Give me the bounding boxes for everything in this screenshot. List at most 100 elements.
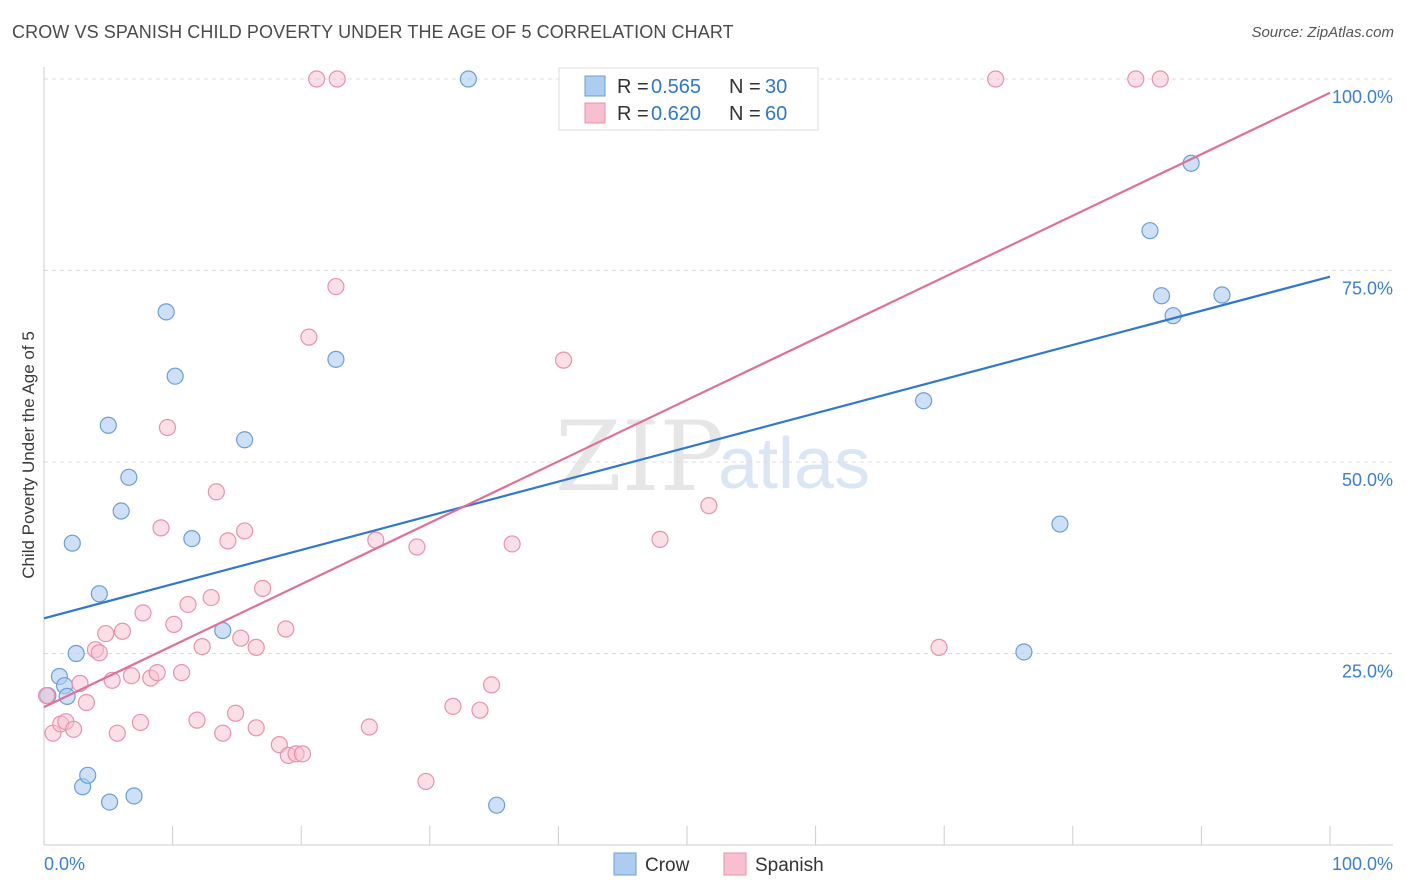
crow-point-4 [63,534,81,552]
spanish-point-22 [179,595,197,614]
spanish-point-23 [188,711,206,729]
axes [43,67,1393,846]
spanish-point-6 [77,693,96,712]
x-tick-labels: 0.0% 100.0% [44,854,1393,874]
series-legend: Crow Spanish [613,852,824,876]
spanish-point-15 [134,604,152,622]
crow-point-10 [100,793,119,811]
stats-legend-n-label-crow: N = [729,76,761,98]
crow-point-11 [112,502,130,520]
spanish-point-8 [90,644,108,662]
x-tick-label-min: 0.0% [44,854,85,874]
stats-legend-swatch-crow [584,75,606,97]
spanish-point-57 [987,70,1005,88]
spanish-point-59 [1151,70,1169,88]
crow-point-12 [120,468,138,486]
stats-legend-r-value-spanish: 0.620 [651,103,701,125]
crow-point-23 [1015,643,1033,661]
crow-point-25 [1141,222,1159,240]
crow-point-18 [236,431,254,449]
spanish-point-30 [232,629,250,647]
y-axis-title: Child Poverty Under the Age of 5 [19,331,38,579]
spanish-point-47 [417,772,435,791]
spanish-point-39 [293,745,312,763]
spanish-point-11 [108,724,126,742]
spanish-point-32 [247,638,265,656]
spanish-point-43 [328,70,346,88]
data-points [37,70,1231,814]
legend-label-spanish: Spanish [755,855,824,876]
spanish-point-19 [158,418,177,437]
spanish-point-36 [277,620,295,638]
spanish-point-27 [214,724,232,742]
y-tick-label-2: 75.0% [1342,279,1393,299]
source-credit: Source: ZipAtlas.com [1251,24,1394,41]
spanish-point-40 [300,328,318,346]
watermark-atlas: atlas [718,424,870,504]
spanish-point-52 [554,351,573,369]
spanish-point-28 [219,532,237,550]
stats-legend-n-value-spanish: 60 [765,103,787,125]
spanish-point-21 [173,664,191,682]
spanish-point-12 [113,622,132,640]
y-tick-label-3: 100.0% [1332,87,1393,107]
spanish-point-14 [131,713,150,732]
spanish-point-33 [247,719,265,737]
spanish-point-48 [444,697,462,715]
spanish-point-13 [122,667,141,685]
crow-point-13 [125,787,143,805]
crow-point-26 [1152,287,1171,305]
crow-point-15 [166,367,184,385]
spanish-point-17 [148,664,166,682]
crow-point-21 [488,796,506,814]
spanish-point-54 [700,497,718,515]
legend-label-crow: Crow [645,855,690,876]
spanish-point-18 [152,519,170,537]
crow-point-16 [183,529,201,548]
stats-legend-r-value-crow: 0.565 [651,76,701,98]
x-tick-label-max: 100.0% [1332,854,1393,874]
spanish-point-26 [207,483,225,501]
stats-legend-r-label-crow: R = [617,76,649,98]
spanish-point-4 [64,720,83,738]
watermark-zip: ZIP [555,401,724,513]
crow-point-20 [459,70,477,88]
spanish-point-25 [202,588,220,607]
watermark: ZIP atlas [555,401,870,513]
crow-point-5 [67,644,85,663]
crow-point-19 [327,350,345,368]
spanish-point-42 [327,277,345,296]
crow-point-7 [79,766,97,784]
spanish-point-24 [193,638,211,656]
crow-trend-line [43,275,1331,620]
stats-legend-swatch-spanish [584,102,606,124]
spanish-point-53 [651,530,669,548]
stats-legend: R = 0.565 N = 30 R = 0.620 N = 60 [558,67,819,131]
y-tick-label-0: 25.0% [1342,662,1393,682]
crow-point-22 [915,392,933,410]
spanish-point-41 [308,70,326,88]
y-tick-labels: 25.0% 50.0% 75.0% 100.0% [1332,87,1393,682]
spanish-point-46 [408,538,426,556]
legend-swatch-crow [613,852,637,876]
crow-point-24 [1051,515,1069,533]
spanish-point-31 [236,522,254,540]
spanish-point-29 [227,704,245,722]
spanish-point-51 [503,535,521,553]
spanish-point-9 [97,624,115,643]
stats-legend-n-label-spanish: N = [729,103,761,125]
spanish-point-20 [165,615,183,633]
spanish-point-34 [254,579,272,597]
spanish-point-50 [482,676,501,694]
crow-point-29 [1213,286,1231,304]
crow-point-9 [99,416,117,434]
spanish-point-44 [360,718,378,736]
spanish-point-0 [37,687,56,705]
crow-point-14 [157,303,175,321]
chart-title: CROW VS SPANISH CHILD POVERTY UNDER THE … [12,22,734,42]
spanish-point-49 [471,701,489,719]
y-tick-label-1: 50.0% [1342,470,1393,490]
stats-legend-r-label-spanish: R = [617,103,649,125]
spanish-point-58 [1127,70,1145,88]
